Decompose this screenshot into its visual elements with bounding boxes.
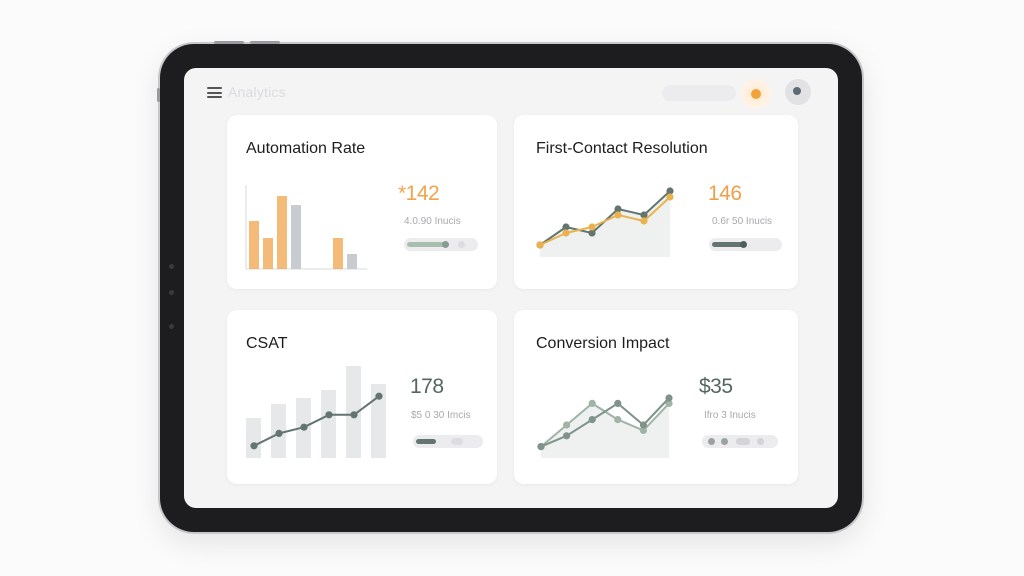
- area-fill: [540, 191, 670, 257]
- progress-fill: [712, 242, 744, 247]
- data-point: [639, 421, 647, 429]
- data-point: [537, 443, 545, 451]
- series-line: [253, 395, 380, 447]
- data-point: [325, 411, 333, 419]
- search-field[interactable]: [662, 85, 736, 101]
- progress-pill: [702, 435, 778, 448]
- card-title: First-Contact Resolution: [536, 140, 708, 157]
- data-point: [614, 399, 622, 407]
- progress-pill: [709, 238, 782, 251]
- card-conversion-impact[interactable]: Conversion Impact $35 Ifro 3 Inucis: [514, 310, 798, 484]
- progress-dot: [458, 241, 465, 248]
- background-bar: [321, 390, 336, 458]
- metric-caption: 4.0.90 Inucis: [404, 216, 461, 227]
- progress-dot: [451, 438, 463, 445]
- data-point: [588, 399, 596, 407]
- data-point: [275, 429, 283, 437]
- sensor-dot: [169, 324, 174, 329]
- data-point: [666, 187, 674, 195]
- data-point: [639, 426, 647, 434]
- progress-dot: [736, 438, 750, 445]
- card-title: Automation Rate: [246, 140, 366, 157]
- data-point: [640, 211, 648, 219]
- side-button: [157, 88, 160, 102]
- data-point: [665, 394, 673, 402]
- data-point: [665, 399, 673, 407]
- data-point: [536, 241, 544, 249]
- line-chart: [537, 394, 673, 458]
- bar-chart: [245, 185, 367, 270]
- card-csat[interactable]: CSAT 178 $5 0 30 Imcis: [227, 310, 497, 484]
- tablet-frame: Analytics Automation Rate *142 4.0.90 In…: [157, 41, 862, 532]
- progress-fill: [407, 242, 445, 247]
- bar: [249, 221, 259, 269]
- progress-knob: [740, 241, 747, 248]
- data-point: [666, 193, 674, 201]
- progress-dot: [721, 438, 728, 445]
- data-point: [375, 392, 383, 400]
- bar: [277, 196, 287, 269]
- data-point: [250, 442, 258, 450]
- progress-fill: [416, 439, 436, 444]
- progress-pill: [413, 435, 483, 448]
- data-point: [614, 416, 622, 424]
- bar: [347, 254, 357, 269]
- card-title: Conversion Impact: [536, 335, 670, 352]
- data-point: [562, 223, 570, 231]
- background-bar: [371, 384, 386, 458]
- data-point: [563, 432, 571, 440]
- progress-knob: [442, 241, 449, 248]
- card-first-contact-resolution[interactable]: First-Contact Resolution 146 0.6r 50 Inu…: [514, 115, 798, 289]
- metric-caption: $5 0 30 Imcis: [411, 410, 471, 421]
- data-point: [562, 229, 570, 237]
- line-chart: [536, 187, 674, 257]
- metric-value: 146: [708, 182, 742, 205]
- sensor-dot: [169, 264, 174, 269]
- top-button-left: [214, 41, 244, 44]
- data-point: [300, 423, 308, 431]
- series-line: [539, 196, 671, 246]
- app-screen: Analytics Automation Rate *142 4.0.90 In…: [184, 68, 838, 508]
- notification-icon[interactable]: [740, 78, 772, 110]
- progress-pill: [404, 238, 478, 251]
- app-title: Analytics: [228, 84, 286, 100]
- series-line: [540, 397, 670, 448]
- bar: [263, 238, 273, 269]
- background-bar: [246, 418, 261, 458]
- data-point: [588, 416, 596, 424]
- data-point: [588, 223, 596, 231]
- metric-caption: 0.6r 50 Inucis: [712, 216, 773, 227]
- data-point: [614, 211, 622, 219]
- card-automation-rate[interactable]: Automation Rate *142 4.0.90 Inucis: [227, 115, 497, 289]
- bar: [333, 238, 343, 269]
- area-fill: [541, 403, 669, 458]
- hamburger-menu-icon[interactable]: [207, 87, 222, 98]
- bar: [291, 205, 301, 269]
- data-point: [563, 421, 571, 429]
- metric-value: 178: [410, 375, 444, 398]
- data-point: [640, 217, 648, 225]
- sensor-dot: [169, 290, 174, 295]
- metric-value: $35: [699, 375, 733, 398]
- top-button-right: [250, 41, 280, 44]
- top-bar: Analytics: [184, 68, 838, 112]
- data-point: [350, 411, 358, 419]
- line-chart: [246, 366, 386, 458]
- data-point: [588, 229, 596, 237]
- progress-dot: [757, 438, 764, 445]
- card-title: CSAT: [246, 335, 288, 352]
- user-avatar[interactable]: [785, 79, 811, 105]
- metric-caption: Ifro 3 Inucis: [704, 410, 756, 421]
- data-point: [614, 205, 622, 213]
- progress-dot: [708, 438, 715, 445]
- metric-value: *142: [398, 182, 440, 205]
